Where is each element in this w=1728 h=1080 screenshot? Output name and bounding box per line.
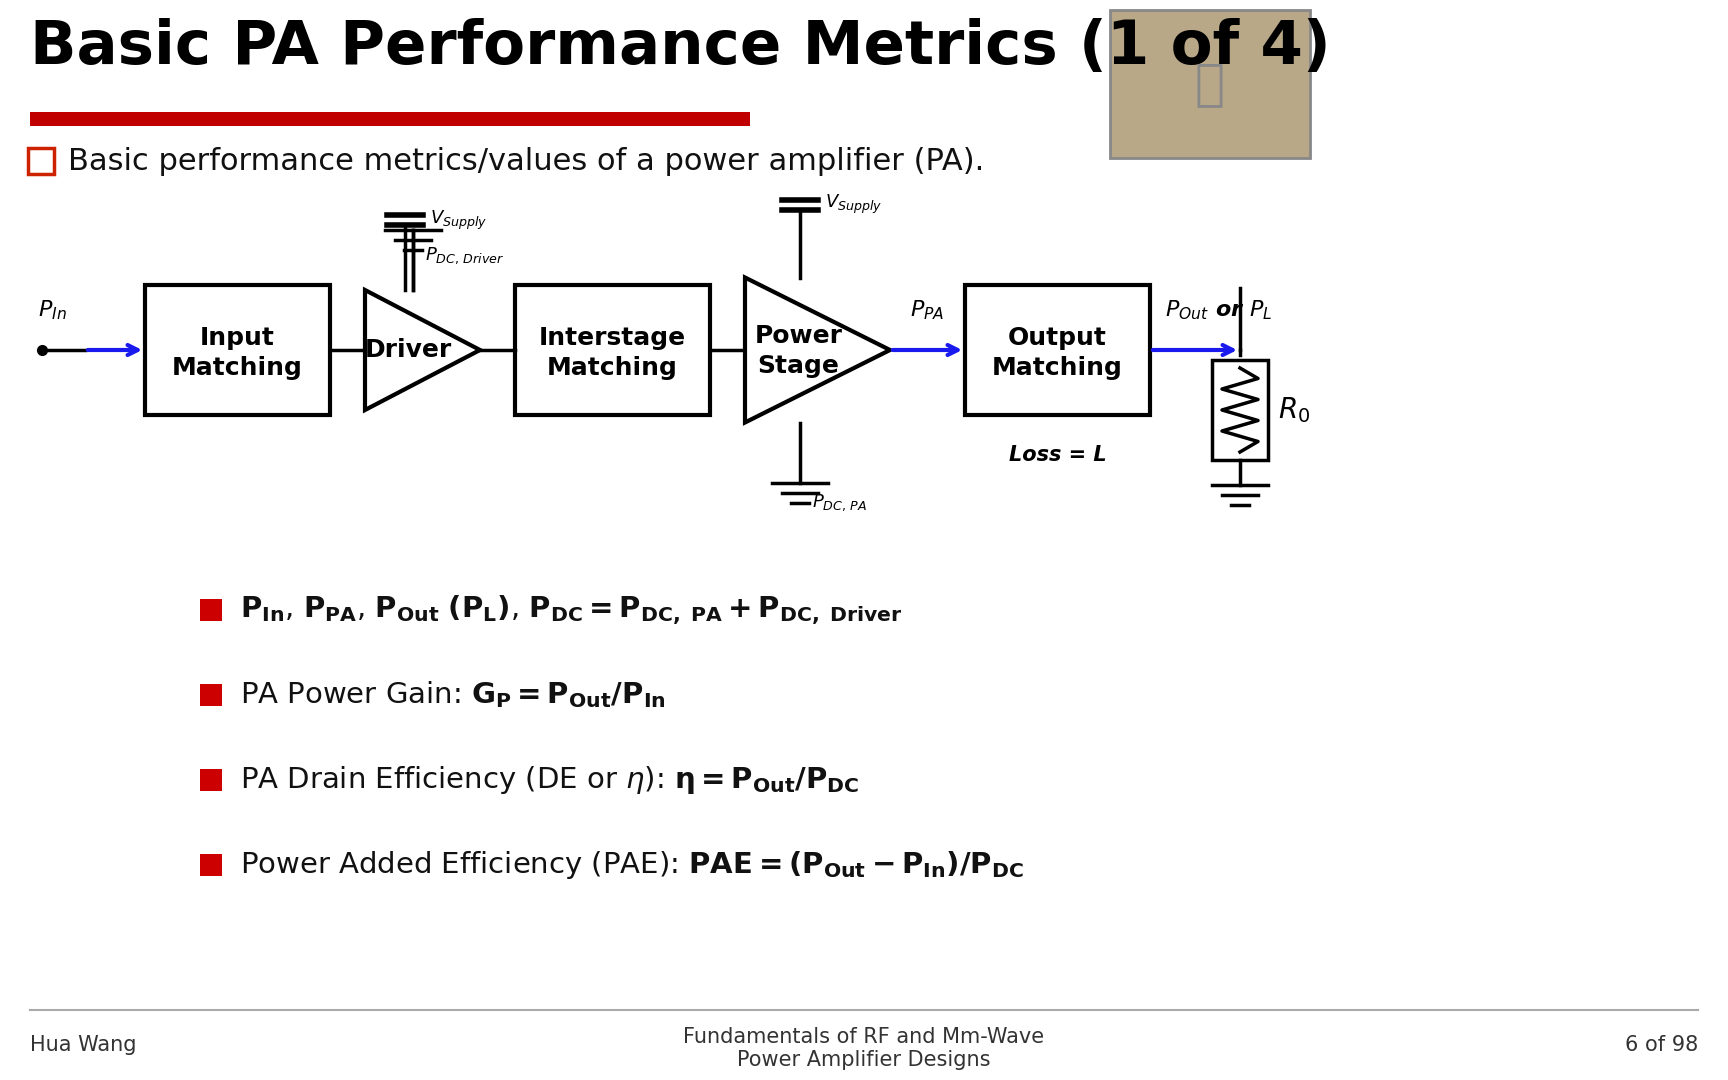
Bar [200,854,221,876]
Text: $P_{DC,\, PA}$: $P_{DC,\, PA}$ [812,492,867,513]
Text: $V_{Supply}$: $V_{Supply}$ [430,208,487,231]
Text: $R_0$: $R_0$ [1279,395,1310,424]
Bar [200,769,221,791]
Text: Basic PA Performance Metrics (1 of 4): Basic PA Performance Metrics (1 of 4) [29,18,1331,77]
Polygon shape [365,291,480,410]
Bar [1211,360,1268,460]
Text: Input: Input [200,326,275,350]
Bar [1109,10,1310,158]
Text: 👤: 👤 [1196,60,1225,108]
Text: Output: Output [1007,326,1108,350]
Text: $P_{Out}$ or $P_L$: $P_{Out}$ or $P_L$ [1165,298,1272,322]
Text: 6 of 98: 6 of 98 [1624,1035,1699,1055]
Text: $P_{DC,\, Driver}$: $P_{DC,\, Driver}$ [425,245,505,266]
Text: Driver: Driver [365,338,453,362]
Text: Basic performance metrics/values of a power amplifier (PA).: Basic performance metrics/values of a po… [67,147,985,175]
Text: Matching: Matching [992,356,1123,380]
Bar [28,148,54,174]
Text: Hua Wang: Hua Wang [29,1035,137,1055]
Text: $P_{PA}$: $P_{PA}$ [911,298,943,322]
Text: Stage: Stage [757,354,840,378]
Text: Power Added Efficiency (PAE): $\mathbf{PAE = (P_{Out}-P_{In})/P_{DC}}$: Power Added Efficiency (PAE): $\mathbf{P… [240,849,1025,881]
Bar [145,285,330,415]
Text: Power: Power [755,324,843,348]
Text: $\mathbf{P_{In}}$, $\mathbf{P_{PA}}$, $\mathbf{P_{Out}}$ $\mathbf{(P_L)}$, $\mat: $\mathbf{P_{In}}$, $\mathbf{P_{PA}}$, $\… [240,593,902,627]
Bar [200,599,221,621]
Text: Interstage: Interstage [539,326,686,350]
Text: $V_{Supply}$: $V_{Supply}$ [824,193,883,216]
Text: PA Drain Efficiency (DE or $\eta$): $\mathbf{\eta = P_{Out}/P_{DC}}$: PA Drain Efficiency (DE or $\eta$): $\ma… [240,764,859,796]
Text: PA Power Gain: $\mathbf{G_P = P_{Out}/P_{In}}$: PA Power Gain: $\mathbf{G_P = P_{Out}/P_… [240,679,665,711]
Text: Matching: Matching [548,356,677,380]
Text: Loss = L: Loss = L [1009,445,1106,465]
Bar [515,285,710,415]
Bar [964,285,1151,415]
Text: $P_{In}$: $P_{In}$ [38,298,67,322]
Text: Matching: Matching [173,356,302,380]
Bar [200,684,221,706]
Bar [29,112,750,126]
Polygon shape [745,278,890,422]
Text: Power Amplifier Designs: Power Amplifier Designs [738,1050,990,1070]
Text: Fundamentals of RF and Mm-Wave: Fundamentals of RF and Mm-Wave [684,1027,1044,1047]
